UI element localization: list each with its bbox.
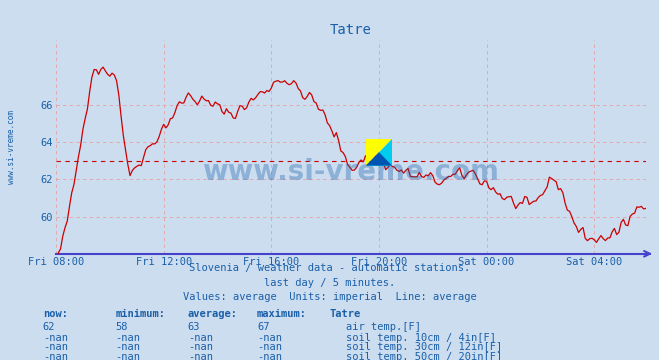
Text: 67: 67 <box>257 322 270 332</box>
Text: maximum:: maximum: <box>257 309 307 319</box>
Text: last day / 5 minutes.: last day / 5 minutes. <box>264 278 395 288</box>
Text: -nan: -nan <box>115 352 140 360</box>
Text: -nan: -nan <box>43 342 68 352</box>
Text: 58: 58 <box>115 322 128 332</box>
Text: now:: now: <box>43 309 68 319</box>
Text: -nan: -nan <box>43 352 68 360</box>
Text: -nan: -nan <box>115 333 140 343</box>
Text: www.si-vreme.com: www.si-vreme.com <box>7 110 16 184</box>
Text: -nan: -nan <box>188 333 213 343</box>
Text: 63: 63 <box>188 322 200 332</box>
Text: -nan: -nan <box>188 342 213 352</box>
Text: -nan: -nan <box>43 333 68 343</box>
Text: air temp.[F]: air temp.[F] <box>346 322 421 332</box>
Polygon shape <box>366 139 392 166</box>
Text: Tatre: Tatre <box>330 309 360 319</box>
Text: 62: 62 <box>43 322 55 332</box>
Text: Slovenia / weather data - automatic stations.: Slovenia / weather data - automatic stat… <box>189 263 470 273</box>
Polygon shape <box>366 152 392 166</box>
Text: Values: average  Units: imperial  Line: average: Values: average Units: imperial Line: av… <box>183 292 476 302</box>
Text: soil temp. 30cm / 12in[F]: soil temp. 30cm / 12in[F] <box>346 342 502 352</box>
Text: soil temp. 10cm / 4in[F]: soil temp. 10cm / 4in[F] <box>346 333 496 343</box>
Text: -nan: -nan <box>188 352 213 360</box>
Text: www.si-vreme.com: www.si-vreme.com <box>202 158 500 186</box>
Text: minimum:: minimum: <box>115 309 165 319</box>
Text: -nan: -nan <box>257 333 282 343</box>
Text: -nan: -nan <box>257 342 282 352</box>
Text: average:: average: <box>188 309 238 319</box>
Polygon shape <box>366 139 392 166</box>
Text: soil temp. 50cm / 20in[F]: soil temp. 50cm / 20in[F] <box>346 352 502 360</box>
Text: -nan: -nan <box>115 342 140 352</box>
Title: Tatre: Tatre <box>330 23 372 37</box>
Text: -nan: -nan <box>257 352 282 360</box>
